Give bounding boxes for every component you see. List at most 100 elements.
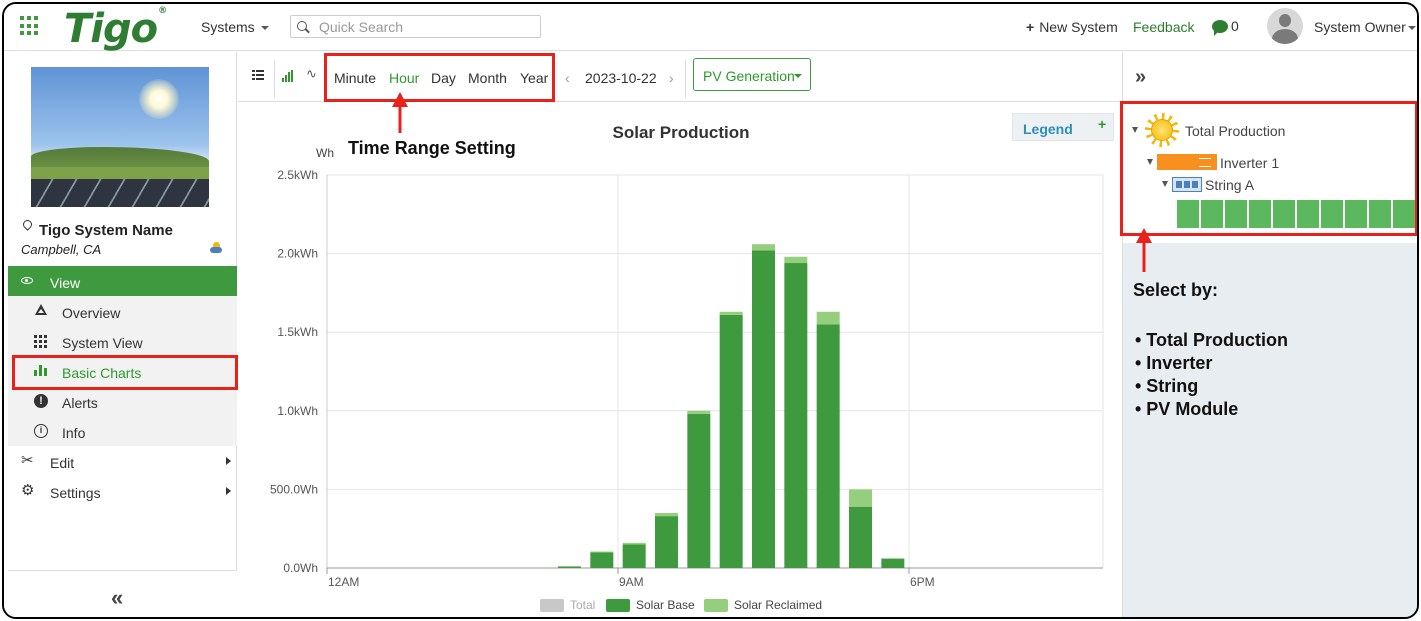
sidebar: Tigo System Name Campbell, CA View Overv… (4, 52, 237, 617)
system-photo (31, 67, 209, 207)
feedback-link[interactable]: Feedback (1133, 19, 1195, 35)
tree-item-inverter[interactable]: Inverter 1 (1220, 155, 1280, 171)
x-tick-label: 6PM (910, 575, 935, 589)
legend-swatch (704, 599, 728, 612)
double-chevron-right-icon[interactable]: » (1135, 66, 1146, 88)
bar-solar-reclaimed (687, 410, 711, 414)
pv-module[interactable] (1393, 200, 1415, 228)
select-by-annotation: Select by: (1133, 280, 1219, 300)
chart-area: Solar Production Wh 0.0Wh 500.0Wh 1.0kWh 1.5k… (238, 103, 1121, 617)
user-menu[interactable]: System Owner (1314, 19, 1416, 35)
next-date-button[interactable]: › (669, 70, 674, 86)
chart-toolbar: ∿ Minute Hour Day Month Year ‹ 2023-10-2… (238, 52, 1121, 102)
tree-item-string[interactable]: String A (1205, 177, 1255, 193)
avatar[interactable] (1267, 8, 1303, 44)
info-icon: i (34, 424, 48, 438)
pulse-icon[interactable]: ∿ (306, 66, 317, 81)
legend-item: Solar Reclaimed (734, 598, 822, 612)
bar-solar-reclaimed (849, 489, 872, 507)
bar-solar-reclaimed (816, 311, 840, 325)
search-icon (297, 21, 307, 31)
top-header: Tigo® Systems +New System Feedback 0 Sys… (4, 4, 1417, 52)
expand-triangle-icon[interactable] (1162, 181, 1168, 187)
grid-dots-icon (34, 334, 48, 348)
gear-icon: ⚙ (21, 482, 35, 499)
eye-icon (21, 277, 33, 284)
plus-icon: + (1098, 116, 1107, 132)
signal-bars-icon[interactable] (282, 70, 294, 82)
select-item: • Inverter (1135, 353, 1213, 373)
chevron-right-icon (226, 457, 231, 465)
legend-button[interactable]: Legend + (1012, 113, 1114, 141)
select-item: • Total Production (1135, 330, 1288, 350)
date-picker[interactable]: 2023-10-22 (585, 70, 657, 86)
sidebar-item-info[interactable]: i Info (8, 416, 237, 446)
list-view-icon[interactable] (252, 70, 264, 80)
apps-grid-icon[interactable] (20, 16, 40, 36)
pv-module[interactable] (1177, 200, 1199, 228)
range-month[interactable]: Month (468, 70, 507, 86)
bar-solar-reclaimed (752, 244, 775, 251)
pv-module[interactable] (1369, 200, 1391, 228)
expand-triangle-icon[interactable] (1147, 159, 1153, 165)
y-tick-label: 1.5kWh (277, 325, 318, 339)
bar-solar-reclaimed (622, 542, 646, 545)
sidebar-item-system-view[interactable]: System View (8, 326, 237, 356)
location-pin-icon (22, 220, 32, 232)
pv-module[interactable] (1201, 200, 1223, 228)
bar-solar-base (558, 566, 581, 568)
quick-search[interactable] (290, 15, 541, 38)
range-hour[interactable]: Hour (389, 70, 420, 86)
range-day[interactable]: Day (431, 70, 456, 86)
pv-module[interactable] (1249, 200, 1271, 228)
messages-button[interactable]: 0 (1212, 18, 1239, 36)
sun-icon (1145, 113, 1179, 147)
bar-solar-base (849, 506, 872, 568)
expand-triangle-icon[interactable] (1132, 127, 1138, 133)
pv-module[interactable] (1225, 200, 1247, 228)
weather-icon (210, 242, 224, 254)
bar-solar-reclaimed (719, 311, 743, 315)
pv-module[interactable] (1345, 200, 1367, 228)
tigo-logo[interactable]: Tigo® (64, 6, 167, 52)
select-by-list: • Total Production • Inverter • String •… (1135, 329, 1288, 421)
alert-icon: ! (34, 394, 48, 408)
pv-module[interactable] (1297, 200, 1319, 228)
legend-item: Solar Base (636, 598, 695, 612)
x-tick-label: 12AM (328, 575, 359, 589)
range-year[interactable]: Year (520, 70, 549, 86)
tree-item-total-production[interactable]: Total Production (1185, 123, 1286, 139)
pv-module[interactable] (1273, 200, 1295, 228)
legend-swatch (606, 599, 630, 612)
bar-solar-base (687, 413, 711, 568)
metric-dropdown[interactable]: PV Generation (693, 58, 811, 91)
device-panel: » Total Production Inverter 1 String A (1122, 52, 1417, 617)
bar-solar-base (622, 544, 646, 568)
bar-chart-icon (34, 364, 48, 378)
solar-production-chart: Solar Production Wh 0.0Wh 500.0Wh 1.0kWh 1.5k… (270, 123, 1104, 612)
select-item: • PV Module (1135, 399, 1239, 419)
sidebar-item-alerts[interactable]: ! Alerts (8, 386, 237, 416)
search-input[interactable] (319, 18, 534, 36)
device-panel-header: » (1123, 52, 1417, 102)
new-system-button[interactable]: + New System (1026, 19, 1118, 35)
y-tick-label: 2.0kWh (277, 247, 318, 261)
y-unit-label: Wh (316, 146, 334, 160)
bar-solar-base (816, 324, 840, 568)
sidebar-collapse-button[interactable]: « (8, 570, 237, 617)
sidebar-item-basic-charts[interactable]: Basic Charts (8, 356, 237, 386)
chevron-down-icon (794, 74, 802, 78)
y-tick-label: 1.0kWh (277, 404, 318, 418)
sidebar-item-edit[interactable]: ✂ Edit (8, 446, 237, 476)
string-icon (1172, 177, 1202, 192)
chart-title: Solar Production (613, 123, 750, 142)
previous-date-button[interactable]: ‹ (565, 70, 570, 86)
time-range-annotation: Time Range Setting (348, 138, 516, 158)
pv-module[interactable] (1321, 200, 1343, 228)
sidebar-item-view[interactable]: View (8, 266, 237, 296)
sidebar-item-overview[interactable]: Overview (8, 296, 237, 326)
range-minute[interactable]: Minute (334, 70, 377, 86)
systems-dropdown[interactable]: Systems (201, 19, 269, 35)
sidebar-item-settings[interactable]: ⚙ Settings (8, 476, 237, 506)
